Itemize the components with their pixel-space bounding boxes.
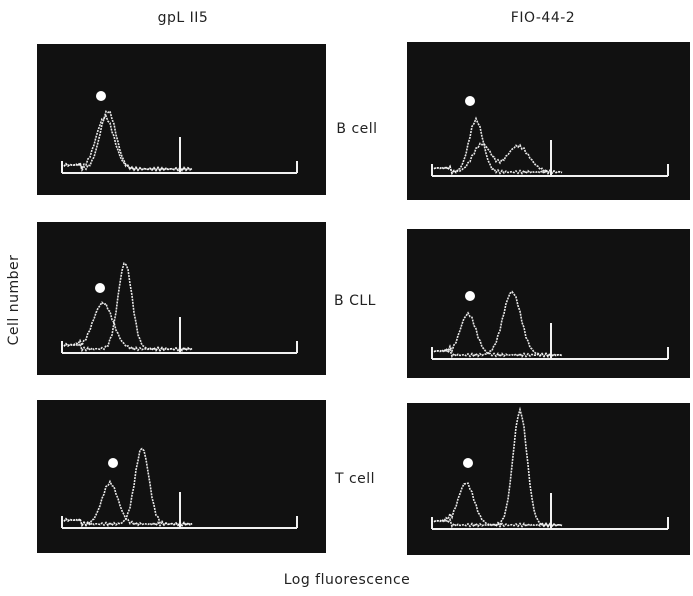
column-header: gpL II5 bbox=[158, 10, 209, 26]
marker-dot bbox=[465, 291, 475, 301]
marker-dot bbox=[96, 91, 106, 101]
marker-dot bbox=[95, 283, 105, 293]
marker-dot bbox=[465, 96, 475, 106]
column-header: FIO-44-2 bbox=[511, 10, 575, 26]
row-label: B cell bbox=[336, 121, 377, 137]
marker-dot bbox=[108, 458, 118, 468]
x-axis-label: Log fluorescence bbox=[284, 572, 411, 588]
row-label: T cell bbox=[334, 471, 375, 487]
marker-dot bbox=[463, 458, 473, 468]
histogram-panel bbox=[37, 400, 326, 553]
histogram-panel bbox=[407, 403, 690, 555]
page: {"columns": ["gpL II5", "FIO-44-2"], "ro… bbox=[0, 0, 693, 592]
y-axis-label: Cell number bbox=[6, 255, 22, 346]
figure: gpL II5 FIO-44-2 B cell B CLL T cell Cel… bbox=[0, 0, 693, 592]
row-label: B CLL bbox=[334, 293, 376, 309]
histogram-panel bbox=[407, 229, 690, 378]
